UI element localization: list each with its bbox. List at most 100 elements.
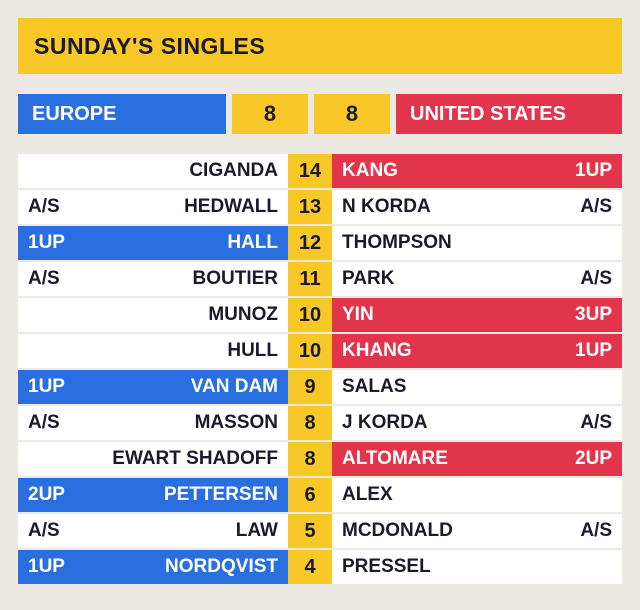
usa-side: PRESSEL	[332, 550, 622, 584]
europe-side: 2UPPETTERSEN	[18, 478, 288, 512]
europe-player: BOUTIER	[78, 262, 288, 296]
europe-player: NORDQVIST	[78, 550, 288, 584]
usa-status: 2UP	[562, 442, 622, 476]
europe-side: EWART SHADOFF	[18, 442, 288, 476]
match-row: 1UPHALL12THOMPSON	[18, 226, 622, 260]
europe-side: A/SHEDWALL	[18, 190, 288, 224]
team-usa-label: UNITED STATES	[396, 94, 622, 134]
europe-side: A/SMASSON	[18, 406, 288, 440]
usa-status	[562, 370, 622, 404]
usa-status: A/S	[562, 190, 622, 224]
match-row: MUNOZ10YIN3UP	[18, 298, 622, 332]
hole-number: 10	[288, 334, 332, 368]
usa-status: 1UP	[562, 334, 622, 368]
europe-player: MASSON	[78, 406, 288, 440]
europe-status	[18, 442, 78, 476]
match-row: 1UPVAN DAM9SALAS	[18, 370, 622, 404]
europe-status	[18, 298, 78, 332]
usa-side: THOMPSON	[332, 226, 622, 260]
europe-player: CIGANDA	[78, 154, 288, 188]
europe-status: A/S	[18, 514, 78, 548]
usa-player: MCDONALD	[332, 514, 562, 548]
hole-number: 6	[288, 478, 332, 512]
usa-side: KANG1UP	[332, 154, 622, 188]
europe-player: PETTERSEN	[78, 478, 288, 512]
team-europe-score: 8	[232, 94, 308, 134]
europe-status: 1UP	[18, 226, 78, 260]
usa-player: KANG	[332, 154, 562, 188]
europe-player: LAW	[78, 514, 288, 548]
usa-player: N KORDA	[332, 190, 562, 224]
europe-side: 1UPVAN DAM	[18, 370, 288, 404]
usa-side: MCDONALDA/S	[332, 514, 622, 548]
usa-player: PARK	[332, 262, 562, 296]
usa-player: ALEX	[332, 478, 562, 512]
usa-status: A/S	[562, 406, 622, 440]
europe-status: 2UP	[18, 478, 78, 512]
europe-status: A/S	[18, 190, 78, 224]
europe-side: A/SLAW	[18, 514, 288, 548]
hole-number: 10	[288, 298, 332, 332]
match-row: CIGANDA14KANG1UP	[18, 154, 622, 188]
title-bar: SUNDAY'S SINGLES	[18, 18, 622, 74]
europe-status: A/S	[18, 262, 78, 296]
usa-player: YIN	[332, 298, 562, 332]
europe-player: MUNOZ	[78, 298, 288, 332]
usa-player: THOMPSON	[332, 226, 562, 260]
europe-player: HULL	[78, 334, 288, 368]
europe-side: A/SBOUTIER	[18, 262, 288, 296]
europe-side: HULL	[18, 334, 288, 368]
usa-side: N KORDAA/S	[332, 190, 622, 224]
usa-status: A/S	[562, 262, 622, 296]
hole-number: 8	[288, 406, 332, 440]
hole-number: 8	[288, 442, 332, 476]
usa-player: J KORDA	[332, 406, 562, 440]
match-row: A/SBOUTIER11PARKA/S	[18, 262, 622, 296]
match-row: HULL10KHANG1UP	[18, 334, 622, 368]
usa-player: ALTOMARE	[332, 442, 562, 476]
hole-number: 5	[288, 514, 332, 548]
usa-side: ALEX	[332, 478, 622, 512]
team-usa-score: 8	[314, 94, 390, 134]
usa-status	[562, 550, 622, 584]
match-list: CIGANDA14KANG1UPA/SHEDWALL13N KORDAA/S1U…	[18, 154, 622, 584]
europe-player: VAN DAM	[78, 370, 288, 404]
europe-status	[18, 334, 78, 368]
usa-side: PARKA/S	[332, 262, 622, 296]
europe-side: 1UPNORDQVIST	[18, 550, 288, 584]
team-europe-label: EUROPE	[18, 94, 226, 134]
europe-status: 1UP	[18, 370, 78, 404]
hole-number: 14	[288, 154, 332, 188]
usa-side: J KORDAA/S	[332, 406, 622, 440]
match-row: EWART SHADOFF8ALTOMARE2UP	[18, 442, 622, 476]
europe-side: 1UPHALL	[18, 226, 288, 260]
match-row: 2UPPETTERSEN6ALEX	[18, 478, 622, 512]
match-row: A/SMASSON8J KORDAA/S	[18, 406, 622, 440]
overall-score-row: EUROPE 8 8 UNITED STATES	[18, 94, 622, 134]
europe-status: 1UP	[18, 550, 78, 584]
europe-status: A/S	[18, 406, 78, 440]
europe-side: MUNOZ	[18, 298, 288, 332]
hole-number: 11	[288, 262, 332, 296]
hole-number: 4	[288, 550, 332, 584]
usa-status: 3UP	[562, 298, 622, 332]
hole-number: 12	[288, 226, 332, 260]
usa-side: YIN3UP	[332, 298, 622, 332]
usa-side: ALTOMARE2UP	[332, 442, 622, 476]
page-title: SUNDAY'S SINGLES	[34, 33, 265, 60]
europe-player: HALL	[78, 226, 288, 260]
match-row: A/SHEDWALL13N KORDAA/S	[18, 190, 622, 224]
usa-side: SALAS	[332, 370, 622, 404]
hole-number: 9	[288, 370, 332, 404]
usa-status	[562, 226, 622, 260]
europe-player: HEDWALL	[78, 190, 288, 224]
europe-status	[18, 154, 78, 188]
usa-player: PRESSEL	[332, 550, 562, 584]
usa-status: 1UP	[562, 154, 622, 188]
usa-player: KHANG	[332, 334, 562, 368]
usa-player: SALAS	[332, 370, 562, 404]
usa-status	[562, 478, 622, 512]
usa-side: KHANG1UP	[332, 334, 622, 368]
usa-status: A/S	[562, 514, 622, 548]
match-row: A/SLAW5MCDONALDA/S	[18, 514, 622, 548]
